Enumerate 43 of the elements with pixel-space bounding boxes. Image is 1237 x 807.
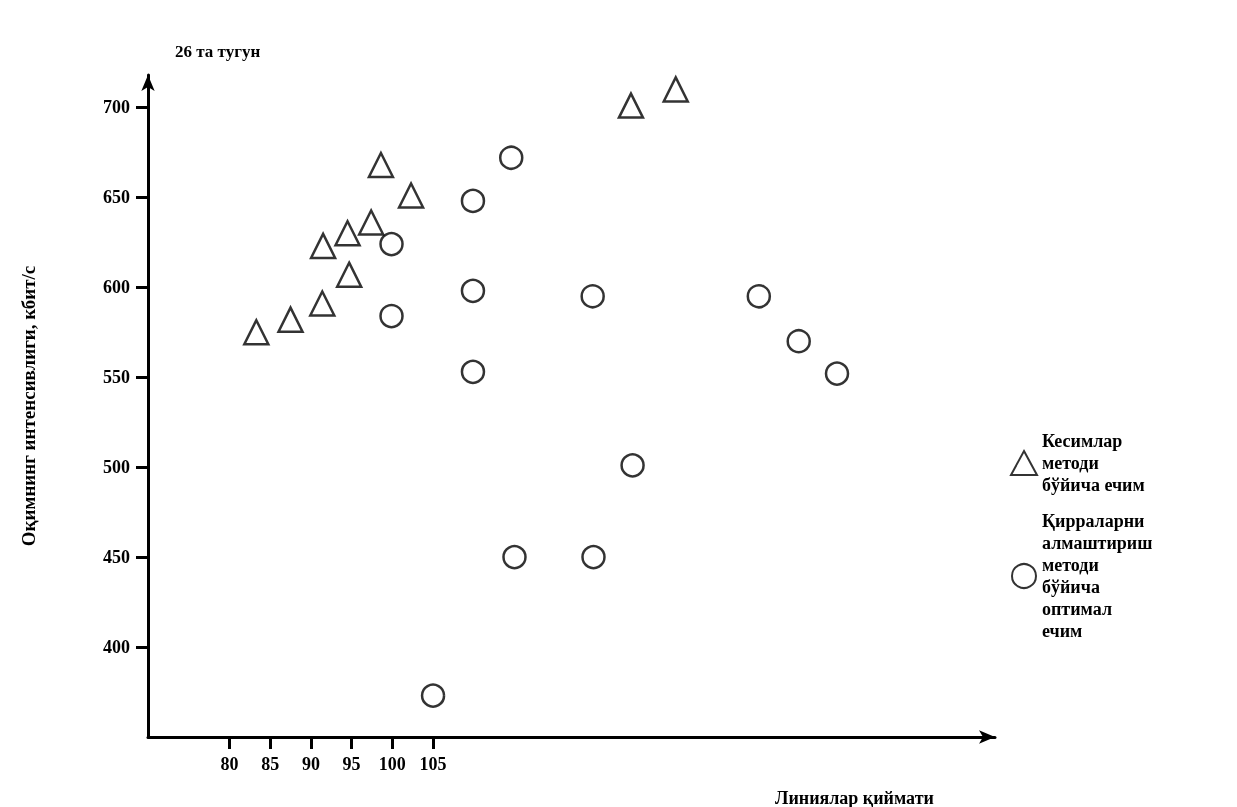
point: [620, 453, 645, 478]
x-tick-label: 85: [261, 754, 280, 774]
point: [367, 151, 395, 179]
point: [662, 76, 689, 103]
x-tick-label: 105: [419, 754, 447, 774]
x-tick-label: 100: [378, 754, 406, 774]
point: [379, 231, 404, 257]
y-tick-label: 700: [103, 97, 130, 118]
point: [502, 544, 527, 570]
chart-title: 26 та тугун: [175, 42, 261, 61]
legend-label: Кесимлар методи бўйича ечим: [1042, 431, 1145, 495]
y-tick-label: 600: [103, 277, 130, 298]
point: [357, 209, 385, 236]
x-axis-title: Линиялар қиймати: [775, 788, 934, 807]
point: [580, 284, 605, 309]
point: [746, 284, 772, 309]
y-tick-label: 550: [103, 367, 130, 388]
point: [309, 232, 337, 260]
point: [243, 318, 270, 346]
y-tick-label: 500: [103, 457, 130, 478]
point: [334, 220, 361, 247]
point: [420, 683, 446, 708]
point: [397, 182, 425, 209]
point: [379, 303, 404, 329]
point: [460, 188, 486, 214]
y-axis-title: Оқимнинг интенсивлиги, кбит/с: [18, 265, 39, 547]
point: [499, 145, 524, 170]
y-tick-label: 650: [103, 187, 130, 208]
point: [277, 306, 304, 333]
x-tick-label: 80: [220, 754, 239, 774]
point: [309, 290, 336, 317]
point: [335, 261, 363, 288]
x-tick-label: 95: [342, 754, 361, 774]
legend-label: Қирраларни алмаштириш методи бўйича оптимал ечим: [1042, 511, 1157, 641]
point: [460, 359, 486, 385]
point: [460, 278, 486, 304]
x-tick-label: 90: [301, 754, 320, 774]
point: [581, 544, 606, 570]
point: [824, 361, 850, 386]
point: [617, 92, 645, 119]
point: [786, 328, 811, 354]
y-tick-label: 450: [103, 547, 130, 568]
y-tick-label: 400: [103, 637, 130, 658]
